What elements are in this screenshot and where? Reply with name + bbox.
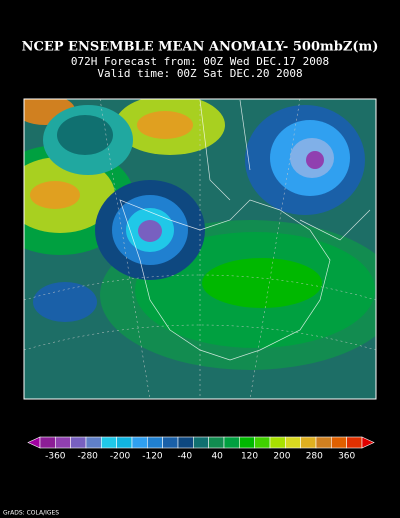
colorbar: -360 -280 -200 -120 -40 40 120 200 280 360	[27, 436, 375, 462]
colorbar-swatch	[269, 436, 286, 449]
colorbar-swatch	[39, 436, 56, 449]
colorbar-label: 120	[241, 452, 258, 462]
colorbar-swatch	[55, 436, 71, 449]
colorbar-label: -200	[110, 452, 131, 462]
map	[23, 98, 377, 400]
colorbar-label: 360	[338, 452, 355, 462]
colorbar-swatch	[70, 436, 87, 449]
colorbar-label: -280	[77, 452, 98, 462]
colorbar-label: 40	[211, 452, 223, 462]
colorbar-label: -120	[142, 452, 163, 462]
valid-line: Valid time: 00Z Sat DEC.20 2008	[97, 67, 302, 80]
colorbar-swatch	[331, 436, 347, 449]
colorbar-swatch	[101, 436, 117, 449]
colorbar-label: 200	[273, 452, 290, 462]
colorbar-swatch	[162, 436, 179, 449]
colorbar-swatch	[223, 436, 240, 449]
colorbar-swatch	[346, 436, 363, 449]
footer: GrADS: COLA/IGES	[3, 510, 59, 517]
colorbar-label: -40	[177, 452, 192, 462]
colorbar-label: -360	[45, 452, 66, 462]
colorbar-swatch	[254, 436, 271, 449]
forecast-line: 072H Forecast from: 00Z Wed DEC.17 2008	[71, 55, 329, 68]
colorbar-swatch	[116, 436, 133, 449]
colorbar-label: 280	[306, 452, 323, 462]
colorbar-swatch	[177, 436, 194, 449]
colorbar-swatch	[300, 436, 317, 449]
colorbar-swatch	[208, 436, 225, 449]
colorbar-swatch	[239, 436, 255, 449]
title: NCEP ENSEMBLE MEAN ANOMALY- 500mbZ(m)	[22, 40, 379, 55]
colorbar-swatch	[285, 436, 301, 449]
colorbar-swatch	[193, 436, 209, 449]
colorbar-swatch	[85, 436, 102, 449]
colorbar-swatch	[315, 436, 332, 449]
colorbar-swatch	[147, 436, 163, 449]
colorbar-swatch	[131, 436, 148, 449]
colorbar-end	[361, 436, 375, 449]
